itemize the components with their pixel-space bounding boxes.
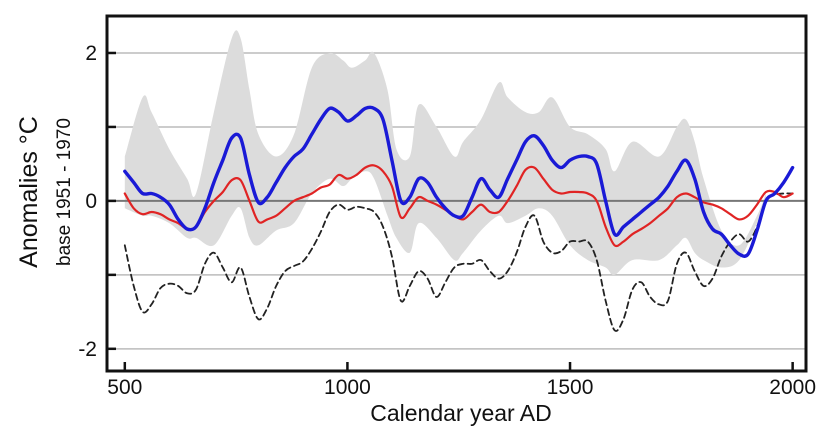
y-axis-subtitle: base 1951 - 1970 [54, 118, 75, 266]
plot-frame [105, 14, 808, 373]
series-blue-line [123, 105, 795, 258]
x-tick-label-1500: 1500 [547, 376, 594, 399]
x-tick-label-500: 500 [107, 376, 142, 399]
x-tick-label-1000: 1000 [324, 376, 371, 399]
uncertainty-band-area [124, 30, 766, 276]
y-tick-label-2: 2 [85, 42, 97, 65]
uncertainty-band [124, 30, 766, 276]
axis-ticks [107, 51, 794, 371]
series-lines [123, 105, 795, 332]
tick-labels: 500 1000 1500 2000 -2 0 2 [78, 42, 816, 399]
x-tick-label-2000: 2000 [769, 376, 816, 399]
y-axis-title: Anomalies °C [15, 116, 43, 268]
x-axis-title: Calendar year AD [370, 400, 552, 426]
y-tick-label--2: -2 [78, 338, 97, 361]
series-dashed-line [123, 192, 794, 332]
y-tick-label-0: 0 [85, 190, 97, 213]
